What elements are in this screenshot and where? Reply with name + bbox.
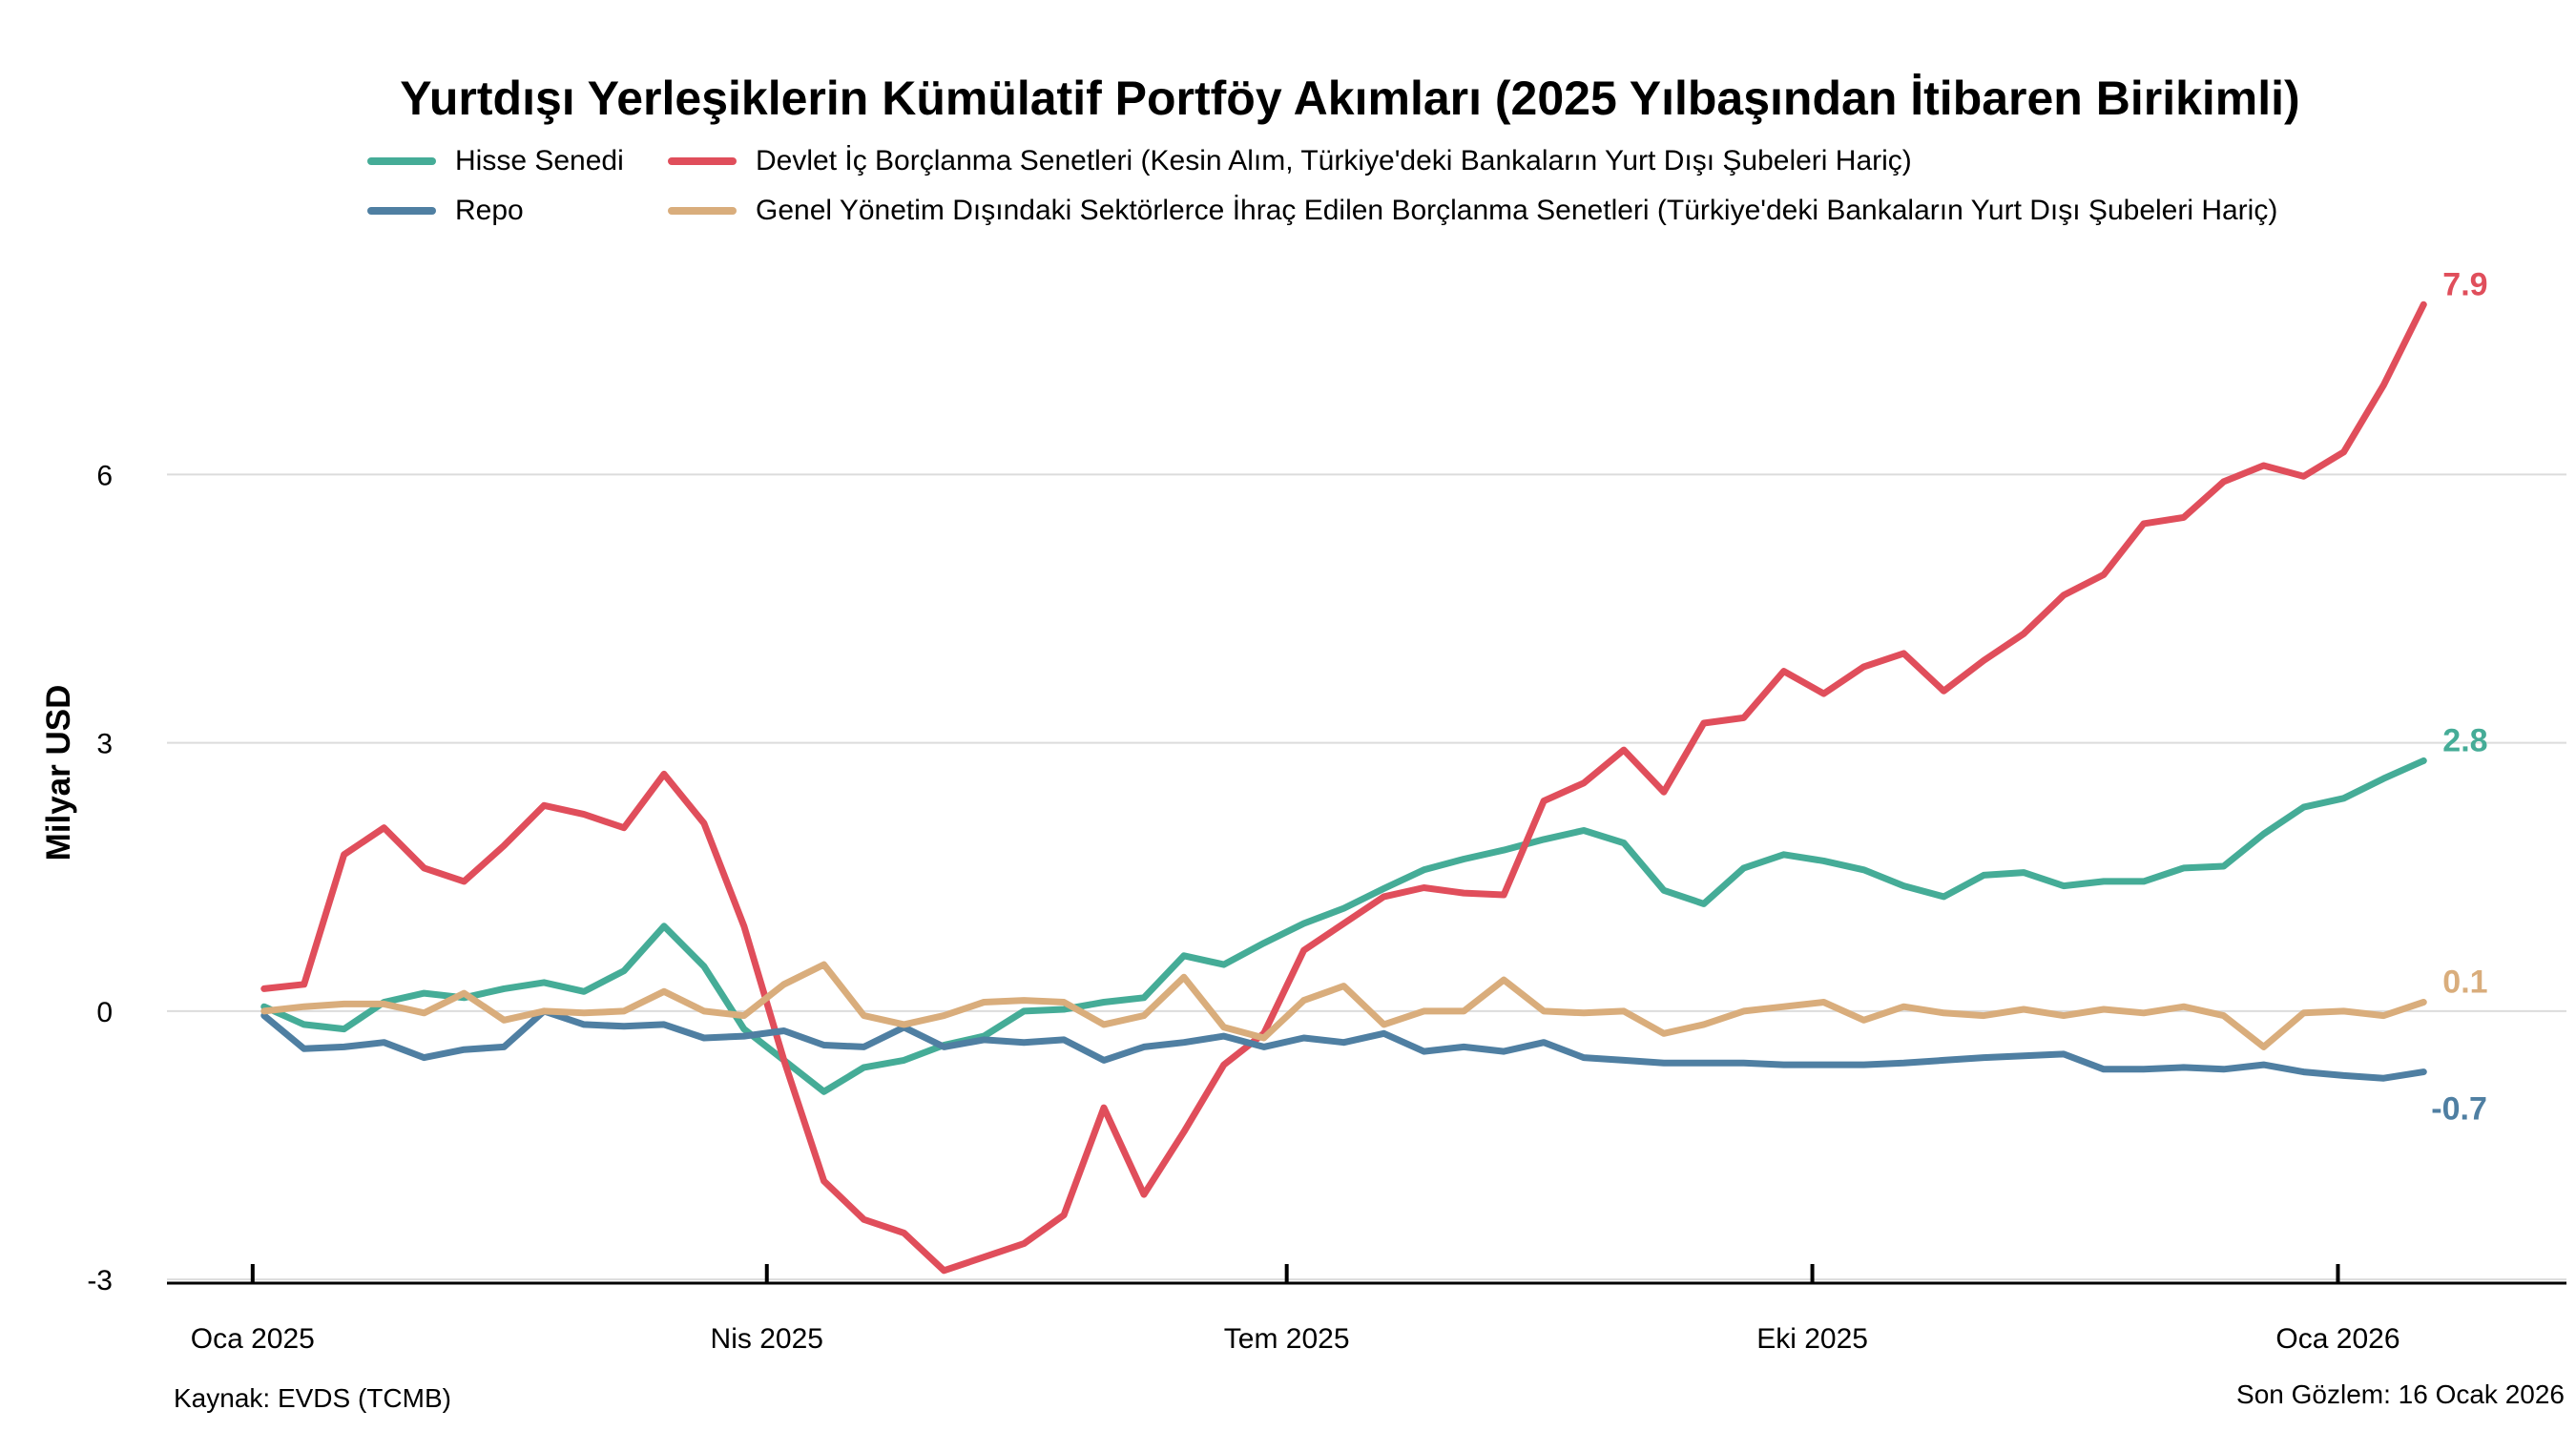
- legend-swatch-repo: [367, 207, 436, 215]
- y-tick-label: 0: [96, 997, 113, 1028]
- x-tick-label: Oca 2025: [191, 1323, 315, 1355]
- series-line: [260, 301, 2427, 1275]
- y-tick-label: 3: [96, 729, 113, 760]
- chart-title: Yurtdışı Yerleşiklerin Kümülatif Portföy…: [400, 72, 2300, 125]
- y-tick-label: -3: [87, 1265, 113, 1296]
- legend-swatch-devlet: [668, 157, 737, 165]
- last-observation-note: Son Gözlem: 16 Ocak 2026: [2236, 1379, 2565, 1409]
- series-0: 2.8: [260, 722, 2488, 1095]
- end-value-label: 7.9: [2442, 266, 2487, 302]
- source-note: Kaynak: EVDS (TCMB): [174, 1383, 451, 1413]
- legend-item-repo: Repo: [367, 195, 524, 227]
- legend-label-devlet: Devlet İç Borçlanma Senetleri (Kesin Alı…: [756, 145, 1912, 176]
- series-2: -0.7: [260, 1007, 2487, 1128]
- legend-item-genel: Genel Yönetim Dışındaki Sektörlerce İhra…: [668, 195, 2277, 227]
- x-tick-label: Tem 2025: [1224, 1323, 1350, 1355]
- x-tick-label: Nis 2025: [711, 1323, 823, 1355]
- y-tick-label: 6: [96, 460, 113, 491]
- legend-label-hisse: Hisse Senedi: [455, 145, 624, 176]
- end-value-label: -0.7: [2431, 1091, 2487, 1128]
- x-tick-label: Oca 2026: [2275, 1323, 2399, 1355]
- legend-label-repo: Repo: [455, 195, 524, 226]
- legend-label-genel: Genel Yönetim Dışındaki Sektörlerce İhra…: [756, 195, 2278, 226]
- series-3: 0.1: [260, 961, 2488, 1050]
- series-1: 7.9: [260, 266, 2488, 1275]
- series-line: [260, 961, 2427, 1050]
- legend-swatch-hisse: [367, 157, 436, 165]
- series-line: [260, 1007, 2427, 1082]
- series-line: [260, 757, 2427, 1095]
- end-value-label: 2.8: [2442, 722, 2487, 758]
- legend-swatch-genel: [668, 207, 737, 215]
- legend-item-hisse: Hisse Senedi: [367, 145, 624, 177]
- x-tick-label: Eki 2025: [1756, 1323, 1868, 1355]
- legend-item-devlet: Devlet İç Borçlanma Senetleri (Kesin Alı…: [668, 145, 1912, 177]
- end-value-label: 0.1: [2442, 964, 2487, 1001]
